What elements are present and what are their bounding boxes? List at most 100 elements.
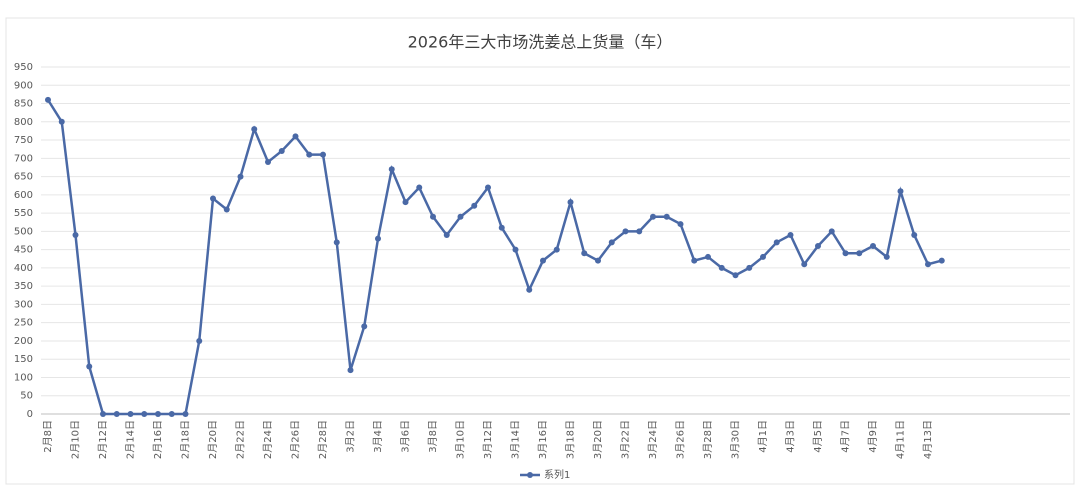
point [375,235,381,242]
point [113,411,120,417]
point [347,367,354,374]
point [828,228,835,235]
point [595,257,601,264]
x-tick-label: 3月2日 [345,420,357,453]
x-tick-label: 3月26日 [675,420,687,459]
point [650,213,656,220]
x-tick-label: 3月22日 [620,420,632,459]
point [251,126,258,133]
y-tick-label: 150 [14,354,33,365]
point [911,232,918,239]
x-tick-label: 4月7日 [840,420,852,453]
point [553,246,560,253]
point [127,411,134,417]
point [58,118,65,125]
y-tick-label: 550 [14,208,33,219]
point [320,151,326,158]
point [430,213,436,220]
point [155,411,161,417]
point [870,242,876,249]
x-tick-label: 2月18日 [180,420,192,459]
y-tick-label: 0 [27,409,33,420]
point [237,173,244,180]
x-tick-label: 2月14日 [125,420,137,459]
point [512,246,519,253]
line [46,99,943,416]
legend-marker [527,472,533,478]
point [663,213,670,220]
point [540,257,546,264]
point [883,253,890,260]
x-tick-label: 3月8日 [427,420,439,453]
x-tick-label: 3月30日 [730,420,742,459]
point [485,184,491,191]
point [801,261,808,268]
x-tick-label: 3月4日 [372,420,384,453]
point [677,221,684,228]
point [691,257,698,264]
x-tick-label: 2月26日 [290,420,302,459]
x-tick-label: 3月24日 [647,420,659,459]
x-tick-label: 4月1日 [757,420,769,453]
point [856,250,863,257]
point [196,337,203,344]
point [416,184,423,191]
point [457,213,464,220]
legend-label: 系列1 [544,468,570,481]
y-tick-label: 750 [14,135,33,146]
point [938,257,945,264]
chart-title: 2026年三大市场洗姜总上货量（车） [408,33,673,52]
x-tick-label: 2月16日 [152,420,164,459]
point [278,148,285,155]
x-tick-label: 2月28日 [317,420,329,459]
point [732,272,739,279]
y-tick-label: 600 [14,190,33,201]
y-tick-label: 800 [14,117,33,128]
y-tick-label: 350 [14,281,33,292]
point [402,199,409,206]
x-tick-label: 2月10日 [70,420,82,459]
x-tick-label: 3月16日 [537,420,549,459]
x-tick-label: 3月14日 [510,420,522,459]
point [361,323,368,330]
x-tick-label: 4月13日 [922,420,934,459]
x-tick-label: 4月3日 [785,420,797,453]
chart-frame [5,17,1075,485]
point [897,188,904,195]
point [746,264,753,271]
x-tick-label: 3月28日 [702,420,714,459]
point [86,363,93,370]
x-tick-label: 4月5日 [812,420,824,453]
y-tick-label: 900 [14,80,33,91]
point [581,250,588,257]
point [925,261,931,268]
x-tick-label: 2月20日 [207,420,219,459]
point [705,253,711,260]
x-tick-label: 2月8日 [42,420,54,453]
x-tick-label: 3月12日 [482,420,494,459]
point [773,239,780,246]
point [306,151,313,158]
point [210,195,216,202]
point [100,411,106,417]
point [265,158,271,165]
y-tick-label: 500 [14,226,33,237]
y-tick-label: 50 [20,391,33,402]
x-tick-label: 2月22日 [235,420,247,459]
y-tick-label: 200 [14,336,33,347]
point [223,206,230,213]
x-tick-label: 4月11日 [895,420,907,459]
point [141,411,148,417]
y-tick-label: 400 [14,263,33,274]
point [815,242,821,249]
point [787,232,794,239]
point [168,411,175,417]
y-tick-label: 700 [14,153,33,164]
point [498,224,505,231]
point [72,232,79,239]
y-tick-label: 250 [14,318,33,329]
point [388,166,395,173]
point [608,239,615,246]
y-tick-label: 100 [14,372,33,383]
